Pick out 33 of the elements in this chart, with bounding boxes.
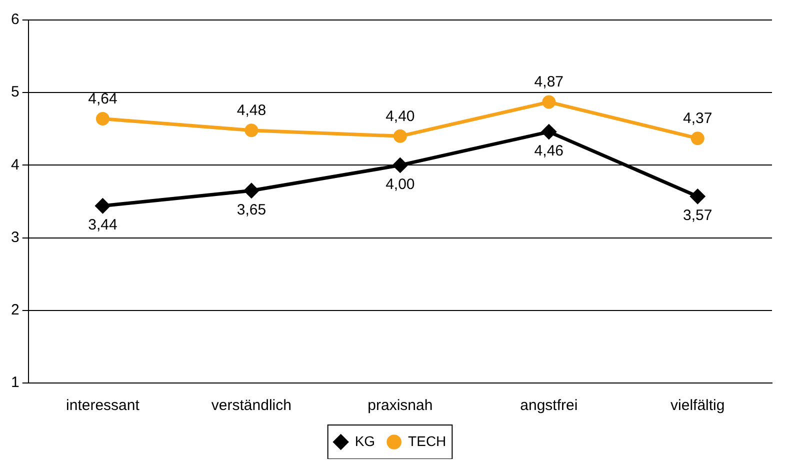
point — [96, 112, 110, 126]
data-label: 3,57 — [683, 207, 712, 224]
point — [244, 183, 259, 198]
data-label: 4,87 — [534, 74, 564, 91]
y-tick-label: 4 — [11, 156, 20, 174]
x-tick-label: vielfältig — [670, 397, 725, 414]
point — [690, 132, 704, 146]
point — [690, 189, 705, 204]
data-label: 3,44 — [88, 216, 118, 234]
y-tick-label: 2 — [11, 302, 20, 319]
y-tick-label: 1 — [11, 374, 20, 392]
data-label: 4,37 — [683, 110, 712, 127]
y-tick-label: 6 — [11, 11, 20, 28]
legend-label: KG — [354, 432, 376, 449]
point — [393, 129, 407, 143]
data-label: 4,40 — [386, 108, 415, 125]
x-tick-label: angstfrei — [520, 397, 578, 414]
y-tick-label: 5 — [11, 84, 20, 101]
point — [542, 124, 556, 140]
legend-label: TECH — [408, 432, 446, 449]
data-label: 3,65 — [236, 201, 266, 218]
x-tick-label: verständlich — [211, 397, 292, 414]
point — [95, 198, 110, 214]
x-tick-label: interessant — [66, 397, 140, 414]
y-tick-label: 3 — [11, 228, 20, 246]
point — [244, 124, 258, 138]
point — [542, 95, 556, 109]
data-label: 4,64 — [88, 90, 118, 108]
data-label: 4,46 — [534, 142, 564, 160]
point — [392, 158, 408, 172]
data-label: 4,00 — [386, 176, 415, 193]
data-label: 4,48 — [236, 102, 266, 119]
x-tick-label: praxisnah — [368, 397, 433, 414]
